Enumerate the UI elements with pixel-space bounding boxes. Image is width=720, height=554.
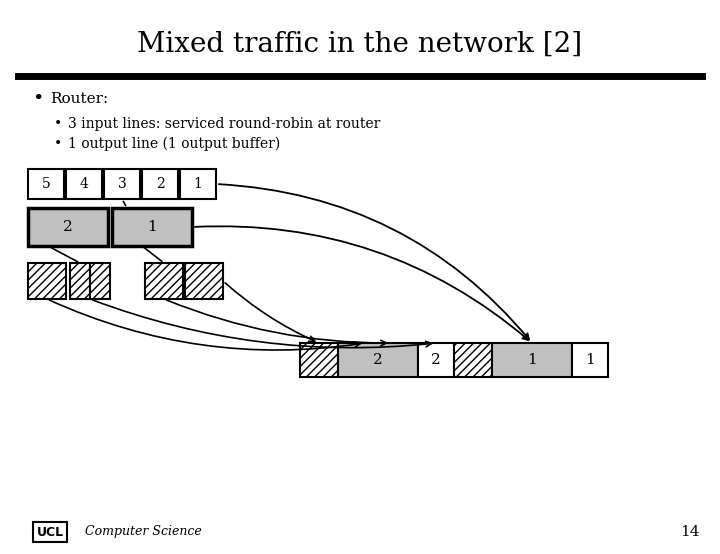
Text: 2: 2 <box>373 353 383 367</box>
Text: 2: 2 <box>431 353 441 367</box>
Bar <box>338 343 418 377</box>
Text: 4: 4 <box>80 177 89 191</box>
Bar <box>418 343 454 377</box>
Bar <box>28 208 108 246</box>
Text: 1: 1 <box>147 220 157 234</box>
Bar <box>572 343 608 377</box>
Text: 3: 3 <box>117 177 127 191</box>
Text: 14: 14 <box>680 525 700 539</box>
Text: 2: 2 <box>63 220 73 234</box>
Bar <box>145 263 183 299</box>
Bar <box>492 343 572 377</box>
Bar <box>28 263 66 299</box>
Text: •: • <box>54 137 62 151</box>
Bar <box>70 263 90 299</box>
Bar <box>90 263 110 299</box>
Text: Mixed traffic in the network [2]: Mixed traffic in the network [2] <box>138 30 582 58</box>
Text: Computer Science: Computer Science <box>85 526 202 538</box>
Bar <box>28 169 64 199</box>
Bar <box>180 169 216 199</box>
Text: 5: 5 <box>42 177 50 191</box>
Bar <box>300 343 338 377</box>
Text: 3 input lines: serviced round-robin at router: 3 input lines: serviced round-robin at r… <box>68 117 380 131</box>
Bar <box>185 263 223 299</box>
Text: UCL: UCL <box>37 526 63 538</box>
Text: 1 output line (1 output buffer): 1 output line (1 output buffer) <box>68 137 280 151</box>
Bar <box>112 208 192 246</box>
Bar <box>454 343 492 377</box>
Bar <box>104 169 140 199</box>
Text: 1: 1 <box>585 353 595 367</box>
Text: 2: 2 <box>156 177 164 191</box>
Text: 1: 1 <box>527 353 537 367</box>
Text: •: • <box>32 90 43 108</box>
Text: •: • <box>54 117 62 131</box>
Bar <box>142 169 178 199</box>
Text: 1: 1 <box>194 177 202 191</box>
Bar <box>66 169 102 199</box>
Text: Router:: Router: <box>50 92 108 106</box>
